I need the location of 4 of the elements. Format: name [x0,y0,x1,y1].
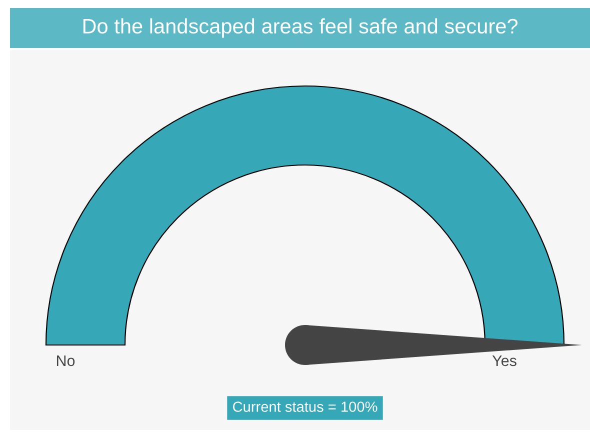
data-label: Current status = 100% [232,402,378,412]
text: Do the landscaped areas feel safe and secure? [83,18,518,38]
text: Yes [492,355,516,366]
text: No [56,355,75,366]
